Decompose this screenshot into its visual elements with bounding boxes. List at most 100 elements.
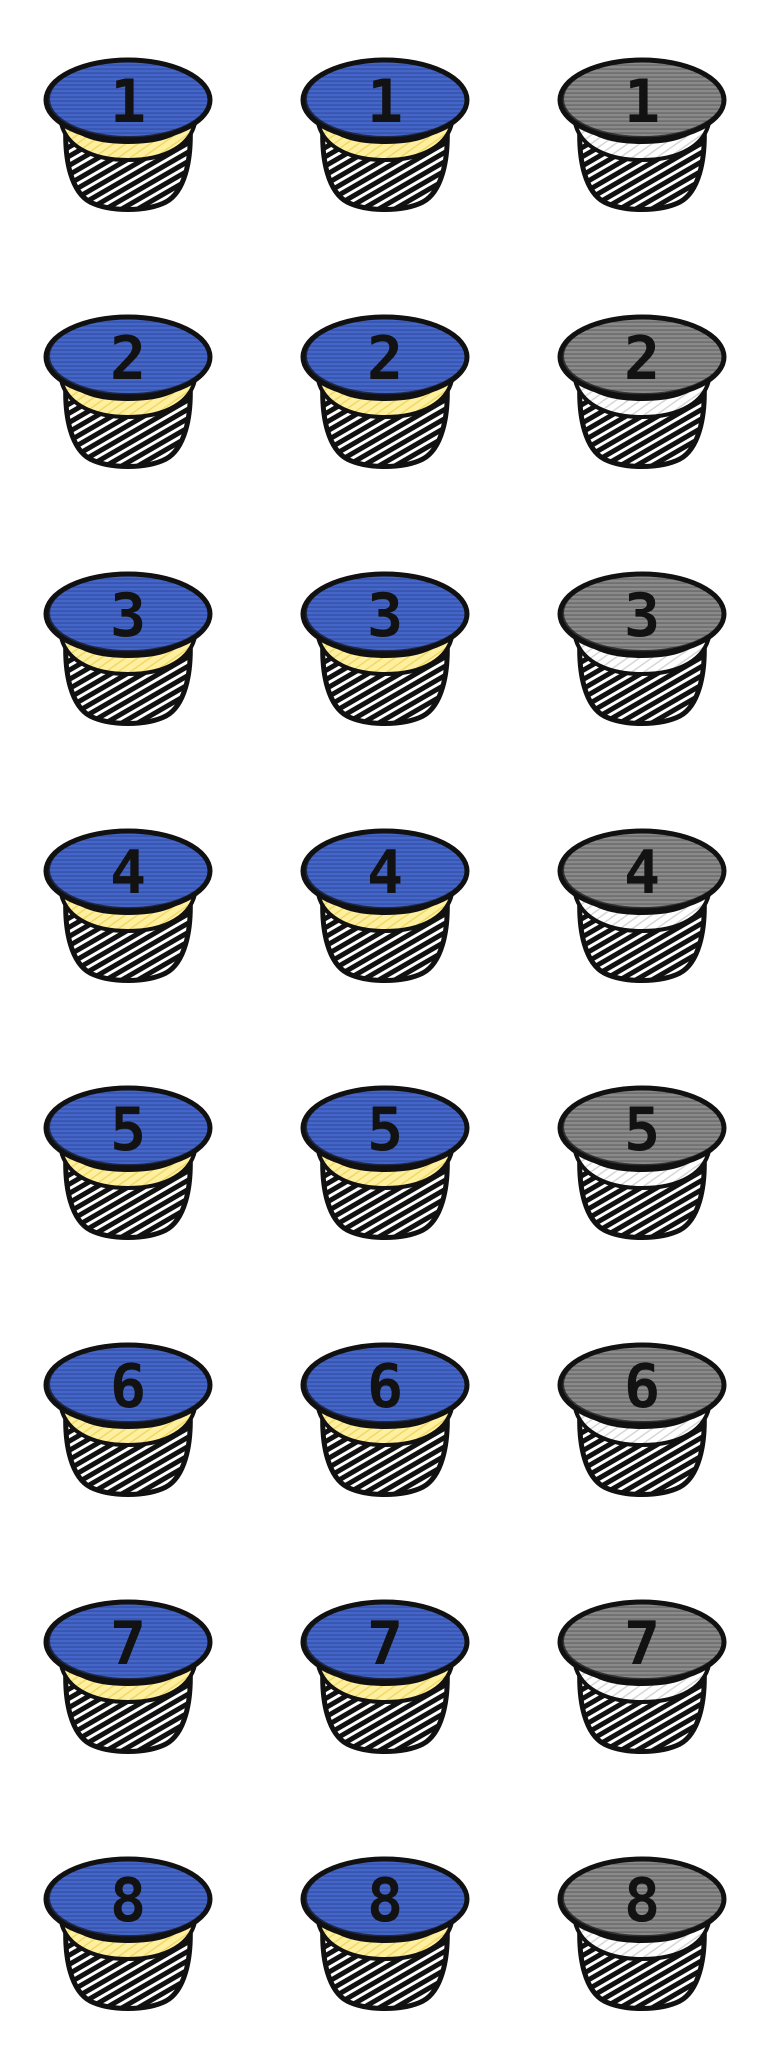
button-digit: 2 <box>367 324 403 394</box>
digit-button-8-disabled[interactable]: 8 <box>552 1841 732 2021</box>
button-sketch: 6 <box>557 1342 727 1497</box>
button-digit: 8 <box>110 1866 146 1936</box>
button-sketch: 5 <box>43 1085 213 1240</box>
button-sketch: 3 <box>557 571 727 726</box>
button-top-outline <box>48 831 210 909</box>
button-top <box>557 1856 727 1942</box>
button-top-outline <box>305 60 467 138</box>
button-digit: 4 <box>624 838 660 908</box>
button-top-outline <box>48 1859 210 1937</box>
button-digit: 7 <box>367 1609 403 1679</box>
button-top-outline <box>562 317 724 395</box>
digit-button-6-normal[interactable]: 6 <box>38 1327 218 1507</box>
button-top-outline <box>305 1345 467 1423</box>
digit-button-4-pressed[interactable]: 4 <box>295 813 475 993</box>
button-sketch: 5 <box>557 1085 727 1240</box>
digit-button-1-normal[interactable]: 1 <box>38 42 218 222</box>
button-top-outline <box>562 831 724 909</box>
button-digit: 2 <box>110 324 146 394</box>
button-top <box>300 1856 470 1942</box>
button-top-outline <box>562 1602 724 1680</box>
button-sketch: 4 <box>300 828 470 983</box>
button-top <box>43 1856 213 1942</box>
button-sketch: 2 <box>43 314 213 469</box>
digit-button-6-pressed[interactable]: 6 <box>295 1327 475 1507</box>
digit-button-8-normal[interactable]: 8 <box>38 1841 218 2021</box>
button-top-outline <box>562 60 724 138</box>
button-top <box>300 314 470 400</box>
button-top <box>43 1342 213 1428</box>
button-top <box>557 57 727 143</box>
button-digit: 7 <box>624 1609 660 1679</box>
digit-button-2-normal[interactable]: 2 <box>38 299 218 479</box>
button-digit: 3 <box>624 581 660 651</box>
button-sketch: 2 <box>300 314 470 469</box>
button-top <box>43 1599 213 1685</box>
digit-button-2-disabled[interactable]: 2 <box>552 299 732 479</box>
button-top <box>300 828 470 914</box>
button-top-outline <box>562 574 724 652</box>
digit-button-2-pressed[interactable]: 2 <box>295 299 475 479</box>
digit-button-5-pressed[interactable]: 5 <box>295 1070 475 1250</box>
button-top-outline <box>48 1088 210 1166</box>
digit-button-3-normal[interactable]: 3 <box>38 556 218 736</box>
digit-button-7-normal[interactable]: 7 <box>38 1584 218 1764</box>
button-digit: 3 <box>367 581 403 651</box>
button-sketch: 3 <box>43 571 213 726</box>
button-top <box>557 1085 727 1171</box>
button-sketch: 4 <box>557 828 727 983</box>
digit-button-1-disabled[interactable]: 1 <box>552 42 732 222</box>
button-top <box>43 1085 213 1171</box>
button-top-outline <box>305 831 467 909</box>
button-top <box>557 1342 727 1428</box>
button-sketch: 1 <box>300 57 470 212</box>
digit-button-5-disabled[interactable]: 5 <box>552 1070 732 1250</box>
button-top <box>557 1599 727 1685</box>
button-top <box>300 1342 470 1428</box>
button-sketch: 6 <box>43 1342 213 1497</box>
button-sketch: 7 <box>300 1599 470 1754</box>
button-sketch: 1 <box>557 57 727 212</box>
digit-button-4-disabled[interactable]: 4 <box>552 813 732 993</box>
button-digit: 2 <box>624 324 660 394</box>
button-top-outline <box>48 60 210 138</box>
button-top <box>557 828 727 914</box>
digit-button-1-pressed[interactable]: 1 <box>295 42 475 222</box>
digit-button-3-disabled[interactable]: 3 <box>552 556 732 736</box>
button-top-outline <box>48 574 210 652</box>
button-digit: 5 <box>624 1095 660 1165</box>
button-sketch: 5 <box>300 1085 470 1240</box>
button-sketch: 7 <box>557 1599 727 1754</box>
button-digit: 8 <box>624 1866 660 1936</box>
button-top-outline <box>305 574 467 652</box>
button-sketch: 1 <box>43 57 213 212</box>
button-top-outline <box>48 1345 210 1423</box>
button-top-outline <box>562 1088 724 1166</box>
digit-button-5-normal[interactable]: 5 <box>38 1070 218 1250</box>
digit-button-7-pressed[interactable]: 7 <box>295 1584 475 1764</box>
button-top <box>300 1599 470 1685</box>
button-digit: 4 <box>367 838 403 908</box>
button-top-outline <box>562 1859 724 1937</box>
digit-button-6-disabled[interactable]: 6 <box>552 1327 732 1507</box>
digit-button-4-normal[interactable]: 4 <box>38 813 218 993</box>
digit-button-7-disabled[interactable]: 7 <box>552 1584 732 1764</box>
button-sketch: 3 <box>300 571 470 726</box>
digit-button-3-pressed[interactable]: 3 <box>295 556 475 736</box>
button-top <box>43 57 213 143</box>
button-digit: 8 <box>367 1866 403 1936</box>
digit-button-8-pressed[interactable]: 8 <box>295 1841 475 2021</box>
button-top-outline <box>48 1602 210 1680</box>
button-top-outline <box>48 317 210 395</box>
button-top-outline <box>305 1088 467 1166</box>
button-sketch: 2 <box>557 314 727 469</box>
button-sketch: 4 <box>43 828 213 983</box>
button-top <box>557 571 727 657</box>
button-top <box>557 314 727 400</box>
button-digit: 3 <box>110 581 146 651</box>
button-digit: 1 <box>624 67 660 137</box>
button-top-outline <box>305 1602 467 1680</box>
button-digit: 6 <box>624 1352 660 1422</box>
button-digit: 5 <box>367 1095 403 1165</box>
